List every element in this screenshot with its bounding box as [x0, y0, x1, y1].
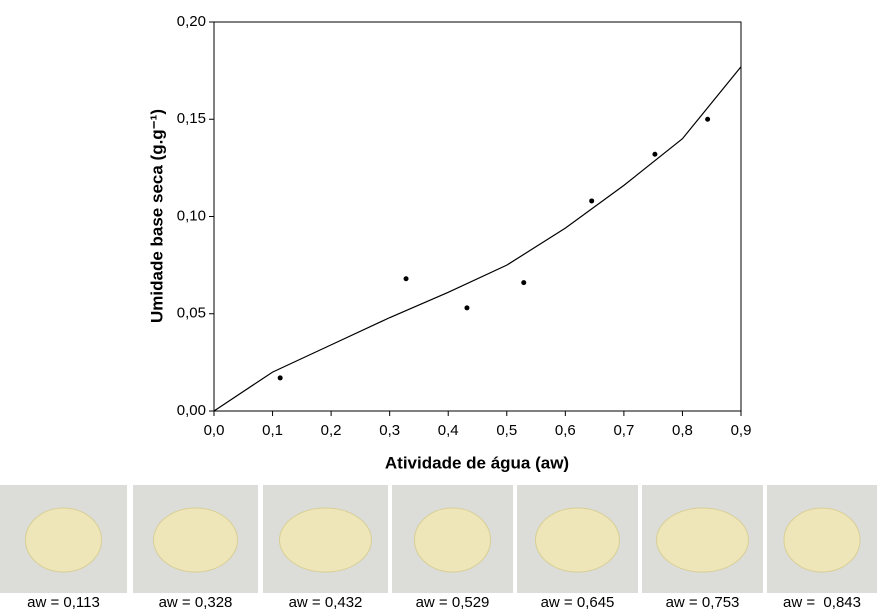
x-tick-label: 0,2 [321, 422, 342, 439]
y-tick-label: 0,00 [177, 402, 206, 419]
photo-caption: aw = 0,432 [289, 594, 363, 611]
sample-powder [280, 508, 372, 572]
fit-curve [214, 67, 741, 411]
x-tick-label: 0,4 [438, 422, 459, 439]
x-tick-label: 0,7 [613, 422, 634, 439]
sample-powder [536, 508, 620, 572]
sample-powder [154, 508, 238, 572]
data-point [464, 305, 469, 310]
x-tick-label: 0,9 [731, 422, 752, 439]
data-point [278, 375, 283, 380]
y-tick-label: 0,05 [177, 305, 206, 322]
x-axis-label: Atividade de água (aw) [385, 453, 569, 472]
y-axis-label: Umidade base seca (g.g⁻¹) [147, 109, 166, 323]
photo-caption: aw = 0,113 [27, 594, 100, 611]
photo-caption: aw = 0,328 [159, 594, 233, 611]
x-tick-label: 0,1 [262, 422, 283, 439]
plot-frame [214, 22, 741, 411]
x-tick-label: 0,0 [204, 422, 225, 439]
data-point [521, 280, 526, 285]
page: Atividade de água (aw) Umidade base seca… [0, 0, 877, 611]
sample-powder [657, 508, 749, 572]
data-point [589, 198, 594, 203]
sample-powder [784, 508, 860, 572]
sample-powder [415, 508, 491, 572]
photo-caption: aw = 0,529 [416, 594, 490, 611]
photo-caption: aw = 0,753 [666, 594, 740, 611]
y-tick-label: 0,20 [177, 13, 206, 30]
x-tick-label: 0,6 [555, 422, 576, 439]
data-point [652, 152, 657, 157]
sample-powder [26, 508, 102, 572]
photo-caption: aw = 0,843 [783, 594, 861, 611]
data-point [705, 117, 710, 122]
y-tick-label: 0,10 [177, 207, 206, 224]
data-point [404, 276, 409, 281]
photo-caption: aw = 0,645 [541, 594, 615, 611]
x-tick-label: 0,3 [379, 422, 400, 439]
y-tick-label: 0,15 [177, 110, 206, 127]
x-tick-label: 0,5 [496, 422, 517, 439]
x-tick-label: 0,8 [672, 422, 693, 439]
